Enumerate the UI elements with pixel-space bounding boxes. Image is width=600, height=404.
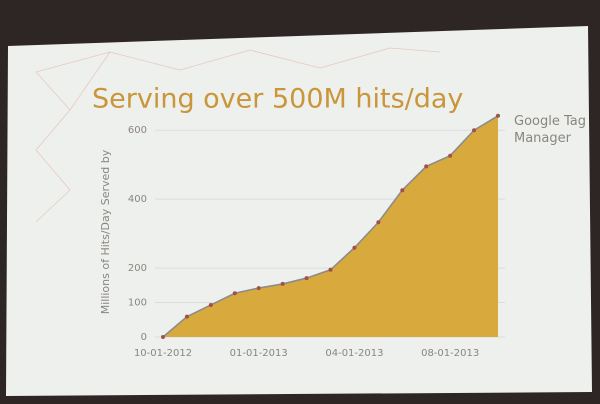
y-tick-label: 600 bbox=[128, 125, 147, 136]
point bbox=[208, 302, 213, 307]
point bbox=[352, 245, 357, 250]
slide bbox=[6, 26, 592, 396]
chart-title: Serving over 500M hits/day bbox=[92, 84, 463, 115]
x-tick-label: 08-01-2013 bbox=[421, 348, 479, 359]
x-tick-label: 10-01-2012 bbox=[134, 348, 192, 359]
y-axis-title: Millions of Hits/Day Served by bbox=[99, 149, 112, 314]
point bbox=[472, 128, 477, 133]
point bbox=[161, 335, 165, 339]
point bbox=[496, 113, 500, 118]
point bbox=[256, 286, 261, 291]
slide-decoration bbox=[35, 47, 441, 223]
y-tick-label: 100 bbox=[128, 298, 147, 309]
point bbox=[424, 164, 429, 169]
y-tick-label: 400 bbox=[128, 194, 147, 205]
x-tick-label: 04-01-2013 bbox=[325, 348, 383, 359]
point bbox=[448, 153, 453, 158]
y-tick-label: 0 bbox=[141, 332, 147, 343]
legend-entry: Google Tag Manager bbox=[514, 114, 586, 146]
point bbox=[280, 281, 285, 286]
point bbox=[376, 220, 381, 225]
point bbox=[304, 276, 309, 281]
point bbox=[400, 188, 405, 193]
point bbox=[328, 267, 333, 272]
y-tick-label: 200 bbox=[128, 263, 147, 274]
x-tick-label: 01-01-2013 bbox=[230, 348, 288, 359]
area bbox=[163, 115, 498, 337]
point bbox=[184, 314, 189, 319]
point bbox=[232, 291, 237, 296]
